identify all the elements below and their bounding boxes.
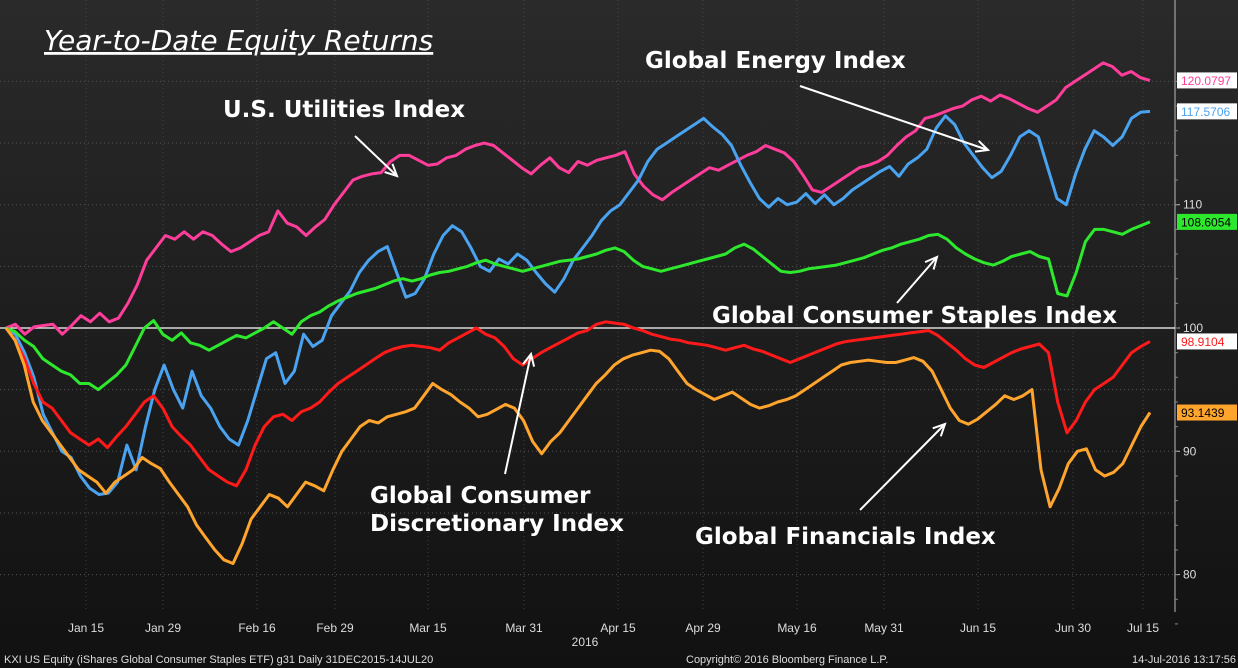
annotation-arrow [859,423,946,511]
end-label-box [1177,333,1237,350]
end-label-box [1177,213,1237,230]
annotation-utilities: U.S. Utilities Index [223,97,465,123]
x-tick-label: May 16 [777,621,817,635]
y-tick-label: 90 [1183,444,1197,458]
x-axis-label: 2016 [572,635,599,649]
y-tick-label: 110 [1183,198,1202,212]
series-layer: 120.0797 117.5706 108.6054 98.9104 93.1439 [4,61,1237,565]
annotation-arrow [504,353,532,475]
annotation-energy: Global Energy Index [645,48,906,74]
annotation-staples: Global Consumer Staples Index [712,303,1117,329]
annotation-arrowhead [522,351,536,367]
end-label: 117.5706 [1181,105,1230,119]
annotation-discretionary-line1: Global Consumer [370,483,591,509]
x-tick-label: Apr 29 [685,621,721,635]
series-line-4 [4,327,1152,565]
end-label-box [1177,404,1237,421]
series-line-3 [4,320,1151,488]
annotation-arrows [354,85,991,511]
grid-layer: Jan 15 Jan 29 Feb 16 Feb 29 Mar 15 Mar 31 Apr … [0,0,1203,635]
series-line-1 [5,109,1151,496]
x-tick-label: Apr 15 [600,621,636,635]
end-label-box [1177,72,1237,89]
x-tick-label: Jan 15 [68,621,104,635]
x-tick-label: Jun 15 [960,621,996,635]
annotation-financials: Global Financials Index [695,524,996,550]
end-label: 98.9104 [1181,335,1225,349]
end-label: 120.0797 [1181,74,1231,88]
annotation-arrowhead [924,255,939,270]
end-label-box [1177,103,1237,120]
x-tick-label: Mar 15 [409,621,447,635]
chart-title: Year-to-Date Equity Returns [44,24,433,57]
annotation-arrowhead [384,163,399,178]
x-tick-label: Jul 15 [1127,621,1159,635]
x-tick-label: May 31 [864,621,904,635]
annotation-arrowhead [974,140,991,153]
x-tick-label: Jun 30 [1055,621,1091,635]
end-label: 93.1439 [1181,406,1225,420]
annotation-arrow [799,85,989,151]
footer-timestamp: 14-Jul-2016 13:17:56 [1132,654,1236,666]
footer-copyright: Copyright© 2016 Bloomberg Finance L.P. [686,654,888,666]
x-tick-label: Feb 16 [238,621,276,635]
end-label: 108.6054 [1181,215,1231,229]
series-line-0 [5,61,1151,336]
annotation-arrow [354,135,398,177]
annotation-arrow [896,256,938,304]
footer-left: KXI US Equity (iShares Global Consumer S… [4,654,433,666]
y-tick-label: 80 [1183,568,1197,582]
x-tick-label: Feb 29 [316,621,354,635]
annotation-arrowhead [932,422,947,437]
annotation-discretionary-line2: Discretionary Index [370,511,624,537]
y-tick-label: 100 [1183,321,1203,335]
series-line-2 [5,220,1151,392]
x-tick-label: Jan 29 [145,621,181,635]
x-tick-label: Mar 31 [505,621,543,635]
